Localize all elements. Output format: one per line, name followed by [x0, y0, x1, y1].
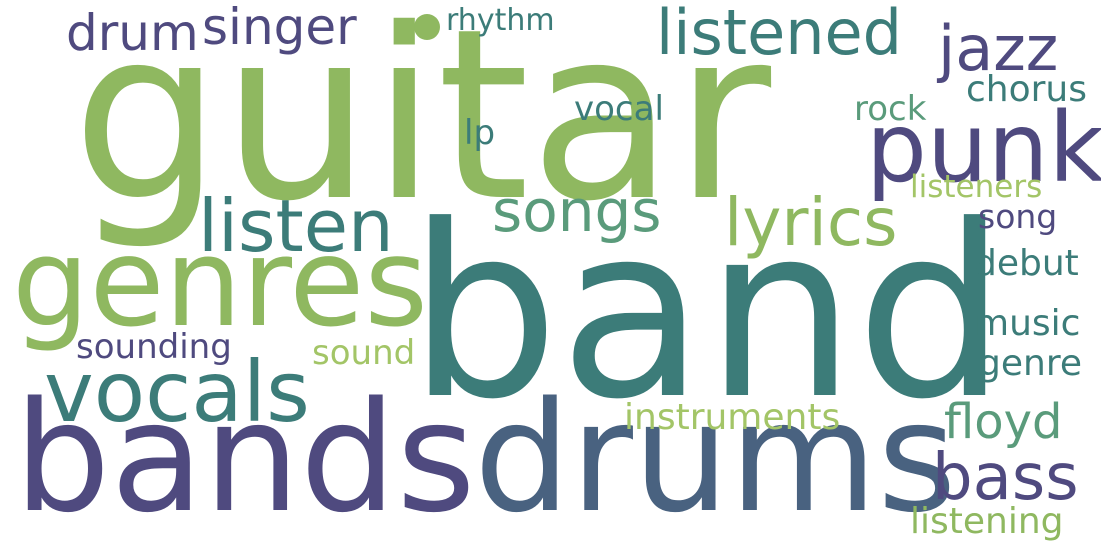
word-debut: debut: [974, 243, 1079, 284]
word-bands: bands: [14, 369, 476, 546]
word-listen: listen: [198, 184, 394, 268]
word-drum: drum: [66, 4, 199, 62]
word-floyd: floyd: [944, 394, 1063, 450]
word-singer: singer: [202, 0, 357, 56]
word-listening: listening: [910, 501, 1064, 542]
word-guitar: guitar: [72, 0, 772, 253]
word-instruments: instruments: [624, 397, 841, 438]
word-listened: listened: [656, 0, 903, 69]
word-vocal: vocal: [574, 89, 664, 129]
word-listeners: listeners: [910, 169, 1043, 205]
word-bass: bass: [932, 441, 1079, 515]
word-vocals: vocals: [44, 343, 310, 441]
word-rock: rock: [854, 89, 927, 129]
word-song: song: [978, 197, 1058, 236]
dot-mark: [414, 14, 440, 40]
word-genres: genres: [12, 212, 428, 354]
word-punk: punk: [866, 92, 1101, 204]
word-songs: songs: [492, 177, 662, 245]
word-lyrics: lyrics: [724, 184, 898, 261]
word-lp: lp: [464, 113, 496, 153]
word-rhythm: rhythm: [446, 3, 555, 38]
word-music: music: [974, 303, 1081, 344]
word-chorus: chorus: [966, 69, 1088, 110]
word-sounding: sounding: [76, 327, 232, 367]
word-band: band: [408, 175, 1007, 452]
word-genre: genre: [978, 343, 1082, 384]
word-jazz: jazz: [938, 12, 1059, 85]
word-sound: sound: [312, 333, 416, 373]
word-drums: drums: [474, 369, 957, 546]
